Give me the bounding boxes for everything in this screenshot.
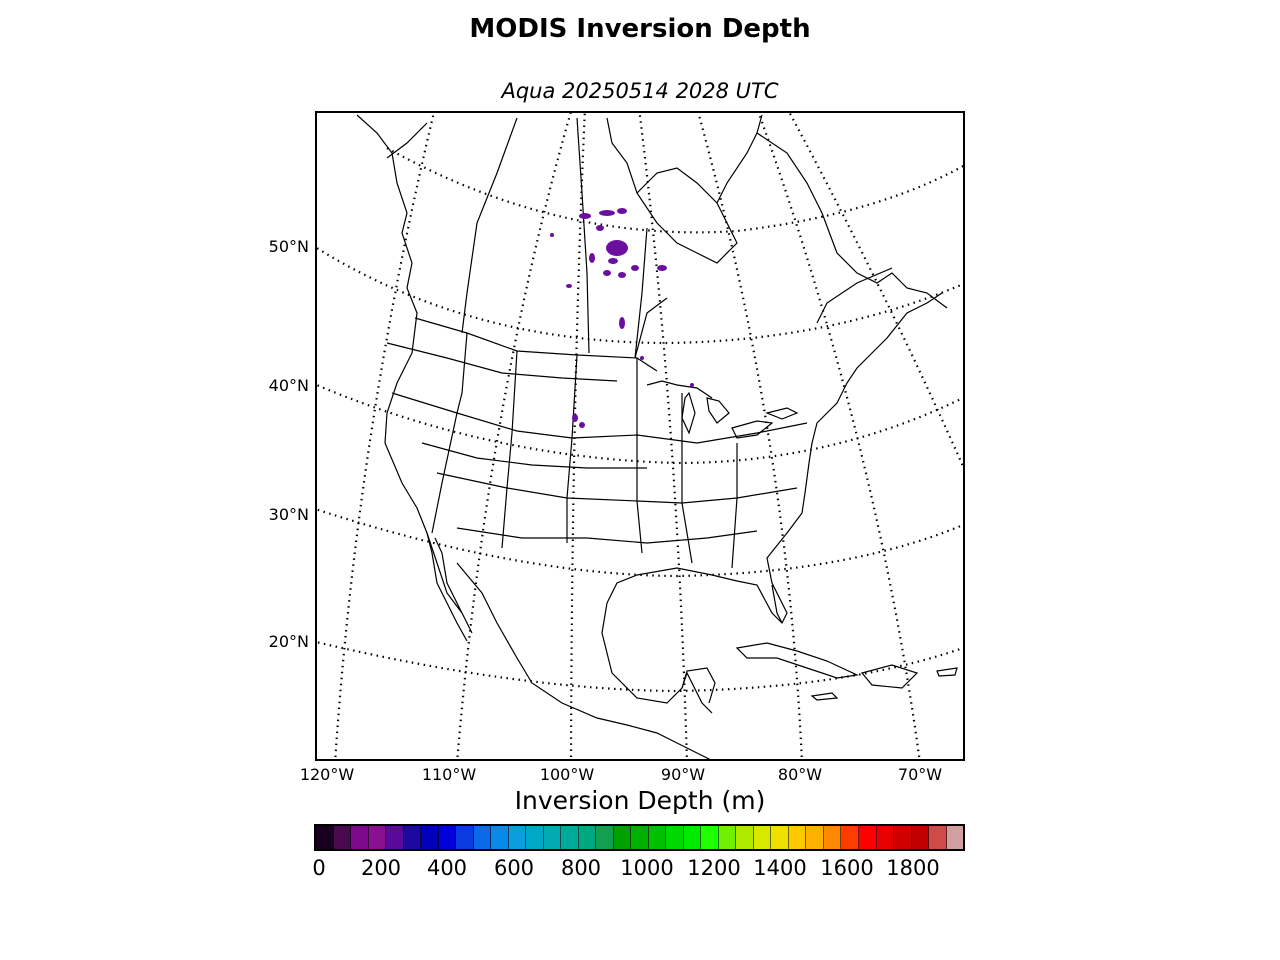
inversion-data-blob bbox=[619, 317, 625, 329]
inversion-data-blob bbox=[657, 265, 667, 271]
colorbar-segment bbox=[561, 826, 579, 849]
colorbar-tick: 1200 bbox=[687, 856, 741, 880]
colorbar-segment bbox=[473, 826, 492, 849]
chart-title: MODIS Inversion Depth bbox=[469, 14, 811, 44]
lat-label: 30°N bbox=[268, 505, 309, 524]
colorbar-segment bbox=[456, 826, 474, 849]
inversion-data-blob bbox=[690, 383, 694, 387]
colorbar-segment bbox=[946, 826, 963, 849]
lat-label: 50°N bbox=[268, 237, 309, 256]
inversion-data-blob bbox=[631, 265, 639, 271]
lon-label: 110°W bbox=[421, 765, 477, 784]
colorbar-segment bbox=[543, 826, 562, 849]
inversion-data-blob bbox=[566, 284, 572, 288]
inversion-data-blob bbox=[603, 270, 611, 276]
colorbar-tick: 1800 bbox=[886, 856, 940, 880]
inversion-data-blob bbox=[618, 272, 626, 278]
colorbar-segment bbox=[894, 826, 912, 849]
inversion-data-blob bbox=[579, 422, 585, 428]
colorbar-segment bbox=[841, 826, 859, 849]
colorbar-segment bbox=[491, 826, 509, 849]
colorbar-segment bbox=[631, 826, 649, 849]
colorbar-segment bbox=[351, 826, 369, 849]
colorbar-segment bbox=[911, 826, 930, 849]
colorbar-tick: 400 bbox=[426, 856, 468, 880]
colorbar-segment bbox=[368, 826, 387, 849]
colorbar-segment bbox=[929, 826, 947, 849]
lon-label: 120°W bbox=[299, 765, 355, 784]
colorbar-segment bbox=[578, 826, 597, 849]
lat-label: 40°N bbox=[268, 376, 309, 395]
colorbar-segment bbox=[806, 826, 824, 849]
colorbar-segment bbox=[771, 826, 789, 849]
colorbar-segment bbox=[858, 826, 877, 849]
colorbar-tick: 0 bbox=[312, 856, 326, 880]
colorbar-tick: 800 bbox=[560, 856, 602, 880]
lon-label: 100°W bbox=[539, 765, 595, 784]
colorbar-segment bbox=[876, 826, 895, 849]
colorbar-segment bbox=[316, 826, 334, 849]
lon-label: 90°W bbox=[660, 765, 706, 784]
chart-subtitle: Aqua 20250514 2028 UTC bbox=[501, 79, 779, 103]
inversion-data-blob bbox=[608, 258, 618, 264]
colorbar-segment bbox=[403, 826, 422, 849]
colorbar-tick: 1600 bbox=[820, 856, 874, 880]
colorbar-segment bbox=[666, 826, 684, 849]
inversion-data-blob bbox=[579, 213, 591, 219]
colorbar-segment bbox=[596, 826, 614, 849]
colorbar-tick: 1000 bbox=[620, 856, 674, 880]
inversion-data-pixels bbox=[550, 208, 694, 428]
colorbar-segment bbox=[526, 826, 544, 849]
colorbar-segment bbox=[701, 826, 719, 849]
inversion-data-blob bbox=[640, 356, 644, 360]
colorbar-segment bbox=[421, 826, 439, 849]
colorbar-segment bbox=[386, 826, 404, 849]
inversion-data-blob bbox=[596, 225, 604, 231]
colorbar-segment bbox=[648, 826, 667, 849]
lon-label: 80°W bbox=[777, 765, 823, 784]
colorbar-segment bbox=[613, 826, 632, 849]
inversion-data-blob bbox=[599, 210, 615, 216]
map-panel bbox=[315, 111, 965, 761]
lat-label: 20°N bbox=[268, 632, 309, 651]
colorbar-segment bbox=[753, 826, 772, 849]
inversion-data-blob bbox=[606, 240, 628, 256]
inversion-data-blob bbox=[617, 208, 627, 214]
inversion-data-blob bbox=[550, 233, 554, 237]
colorbar-segment bbox=[736, 826, 754, 849]
colorbar-tick: 1400 bbox=[753, 856, 807, 880]
map-canvas bbox=[317, 113, 963, 759]
colorbar-segment bbox=[508, 826, 527, 849]
colorbar-segment bbox=[683, 826, 702, 849]
lon-label: 70°W bbox=[897, 765, 943, 784]
colorbar bbox=[314, 824, 965, 851]
colorbar-segment bbox=[718, 826, 737, 849]
coastlines-and-borders bbox=[356, 114, 958, 759]
colorbar-title: Inversion Depth (m) bbox=[514, 786, 766, 815]
colorbar-tick: 200 bbox=[360, 856, 402, 880]
colorbar-segment bbox=[823, 826, 842, 849]
inversion-data-blob bbox=[572, 414, 578, 422]
colorbar-segment bbox=[788, 826, 807, 849]
colorbar-tick: 600 bbox=[493, 856, 535, 880]
latitude-lines bbox=[317, 147, 963, 693]
inversion-data-blob bbox=[589, 253, 595, 263]
colorbar-segment bbox=[333, 826, 352, 849]
colorbar-segment bbox=[438, 826, 457, 849]
